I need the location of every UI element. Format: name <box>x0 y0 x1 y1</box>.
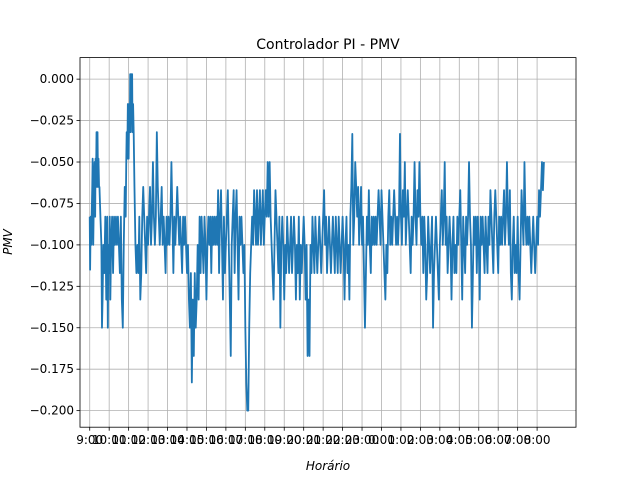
y-tick-label: −0.075 <box>30 196 74 210</box>
x-tick-label: 21:00 <box>306 433 341 447</box>
y-tick-label: −0.200 <box>30 404 74 418</box>
x-axis-label: Horário <box>306 459 350 473</box>
x-tick-label: 10:00 <box>92 433 127 447</box>
x-tick-label: 12:00 <box>131 433 166 447</box>
y-tick-label: 0.000 <box>40 72 74 86</box>
x-tick-label: 18:00 <box>247 433 282 447</box>
x-tick-label: 14:00 <box>170 433 205 447</box>
x-tick-label: 3:00 <box>426 433 453 447</box>
x-tick-label: 5:00 <box>465 433 492 447</box>
x-tick-label: 16:00 <box>209 433 244 447</box>
x-tick-label: 19:00 <box>267 433 302 447</box>
x-tick-label: 6:00 <box>485 433 512 447</box>
x-tick-label: 4:00 <box>446 433 473 447</box>
y-axis-label: PMV <box>1 228 15 255</box>
x-tick-label: 23:00 <box>345 433 380 447</box>
x-tick-label: 20:00 <box>286 433 321 447</box>
y-axis-ticks: 0.000 −0.025 −0.050 −0.075 −0.100 −0.125 −0.15… <box>30 72 80 418</box>
y-tick-label: −0.050 <box>30 155 74 169</box>
x-axis-ticks: 9:0010:0011:0012:0013:0014:0015:0016:001… <box>76 427 551 447</box>
x-tick-label: 8:00 <box>524 433 551 447</box>
y-tick-label: −0.150 <box>30 321 74 335</box>
y-tick-label: −0.025 <box>30 114 74 128</box>
y-tick-label: −0.125 <box>30 279 74 293</box>
x-tick-label: 11:00 <box>111 433 146 447</box>
chart-title: Controlador PI - PMV <box>256 37 400 53</box>
x-tick-label: 2:00 <box>407 433 434 447</box>
x-tick-label: 0:00 <box>368 433 395 447</box>
data-series <box>88 73 545 412</box>
series-line-pmv <box>88 73 545 412</box>
x-tick-label: 9:00 <box>76 433 103 447</box>
y-tick-label: −0.100 <box>30 238 74 252</box>
x-tick-label: 15:00 <box>189 433 224 447</box>
plot-frame <box>79 57 577 428</box>
x-tick-label: 7:00 <box>504 433 531 447</box>
y-tick-label: −0.175 <box>30 362 74 376</box>
x-tick-label: 1:00 <box>387 433 414 447</box>
x-tick-label: 22:00 <box>325 433 360 447</box>
x-tick-label: 13:00 <box>150 433 185 447</box>
x-tick-label: 17:00 <box>228 433 263 447</box>
